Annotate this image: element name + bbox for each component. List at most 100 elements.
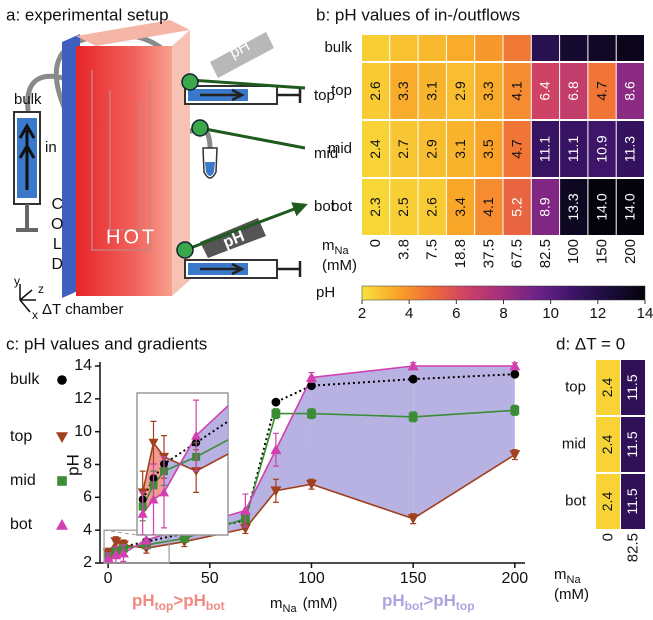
colorbar-label: pH (316, 284, 335, 301)
y-tick-label: 12 (74, 390, 92, 407)
legend-label: mid (10, 472, 36, 489)
legend-label: top (10, 428, 32, 445)
cell-value: 11.3 (622, 136, 638, 162)
cell-value: 11.5 (624, 431, 640, 457)
heat-cell (447, 35, 474, 61)
column-label: 3.8 (395, 239, 412, 260)
marker (271, 398, 280, 407)
annotation-part: pH (132, 591, 155, 610)
x-axis-label-sub: Na (567, 574, 582, 586)
annotation-sub: top (456, 599, 475, 613)
marker (510, 370, 519, 379)
cell-value: 3.5 (480, 139, 496, 159)
annotation-part: >pH (423, 591, 456, 610)
colorbar-tick-label: 8 (499, 305, 507, 322)
valve (182, 74, 198, 90)
row-label: top (331, 82, 352, 99)
marker (307, 409, 316, 418)
marker (56, 432, 68, 443)
cell-value: 3.1 (423, 81, 439, 101)
cell-value: 2.5 (395, 197, 411, 217)
cell-value: 2.7 (395, 139, 411, 159)
gap-fill (413, 366, 515, 519)
heat-cell (504, 35, 531, 61)
x-axis-label: mNa(mM) (270, 595, 338, 615)
heat-cell (560, 35, 587, 61)
panel-title: c: pH values and gradients (6, 334, 207, 353)
cell-value: 2.6 (367, 81, 383, 101)
cell-value: 11.5 (624, 374, 640, 400)
cell-value: 11.1 (537, 136, 553, 162)
cell-value: 3.3 (395, 81, 411, 101)
cell-value: 2.4 (599, 378, 615, 398)
cell-value: 2.6 (423, 197, 439, 217)
cell-value: 4.7 (593, 81, 609, 101)
cell-value: 2.9 (452, 81, 468, 101)
cell-value: 2.4 (367, 139, 383, 159)
column-label: 0 (599, 533, 616, 541)
heat-cell (362, 35, 389, 61)
valve (192, 120, 208, 136)
heat-cell (617, 35, 644, 61)
marker (57, 375, 67, 385)
colorbar-tick-label: 6 (452, 305, 460, 322)
colorbar (362, 286, 645, 300)
cell-value: 11.1 (565, 136, 581, 162)
marker (271, 409, 280, 418)
annotation-part: pH (382, 591, 405, 610)
cell-value: 14.0 (593, 193, 609, 220)
y-axis-label: pH (63, 454, 82, 476)
cell-value: 11.5 (624, 488, 640, 514)
cell-value: 8.9 (537, 197, 553, 217)
label: bulk (14, 91, 42, 108)
column-label: 18.8 (452, 239, 469, 268)
panel-title: d: ΔT = 0 (556, 334, 625, 353)
x-tick-label: 50 (201, 570, 219, 587)
colorbar-tick-label: 4 (405, 305, 413, 322)
x-axis-label: mNa (322, 237, 349, 257)
axis-glyph-label: y (14, 274, 20, 288)
column-label: 0 (367, 239, 384, 247)
annotation-sub: top (155, 599, 174, 613)
column-label: 200 (622, 239, 639, 264)
colorbar-tick-label: 14 (637, 305, 653, 322)
column-label: 82.5 (624, 533, 641, 562)
figure: a: experimental setup bulk in COLD HOT p… (0, 0, 653, 620)
annotation-sub: bot (206, 599, 225, 613)
x-axis-label-part: m (322, 237, 335, 254)
cell-value: 8.6 (622, 81, 638, 101)
cell-value: 6.4 (537, 81, 553, 101)
x-axis-label-unit: (mM) (554, 586, 589, 603)
cell-value: 6.8 (565, 81, 581, 101)
marker (408, 514, 419, 524)
marker (56, 519, 68, 530)
column-label: 7.5 (424, 239, 441, 260)
y-tick-label: 4 (83, 521, 92, 538)
gap-fill (311, 366, 413, 519)
y-tick-label: 10 (74, 423, 92, 440)
heat-cell (475, 35, 502, 61)
cell-value: 3.4 (452, 197, 468, 217)
chamber (76, 46, 172, 296)
valve (177, 242, 193, 258)
cell-value: 2.9 (423, 139, 439, 159)
x-axis-label-part: m (270, 595, 283, 612)
y-tick-label: 14 (74, 357, 92, 374)
row-label: bot (331, 198, 353, 215)
cell-value: 4.1 (480, 197, 496, 217)
column-label: 82.5 (537, 239, 554, 268)
plunger (16, 204, 38, 230)
y-tick-label: 2 (83, 554, 92, 571)
x-axis-label-sub: Na (283, 603, 298, 615)
panel-title: b: pH values of in-/outflows (316, 5, 520, 24)
heat-cell (419, 35, 446, 61)
column-label: 100 (565, 239, 582, 264)
label: COLD (49, 196, 66, 276)
marker (510, 406, 519, 415)
cell-value: 4.1 (508, 81, 524, 101)
x-axis-label-unit: (mM) (322, 257, 357, 274)
marker (57, 476, 67, 486)
heat-cell (532, 35, 559, 61)
cell-value: 3.3 (480, 81, 496, 101)
annotation: pHbot>pHtop (382, 591, 475, 613)
